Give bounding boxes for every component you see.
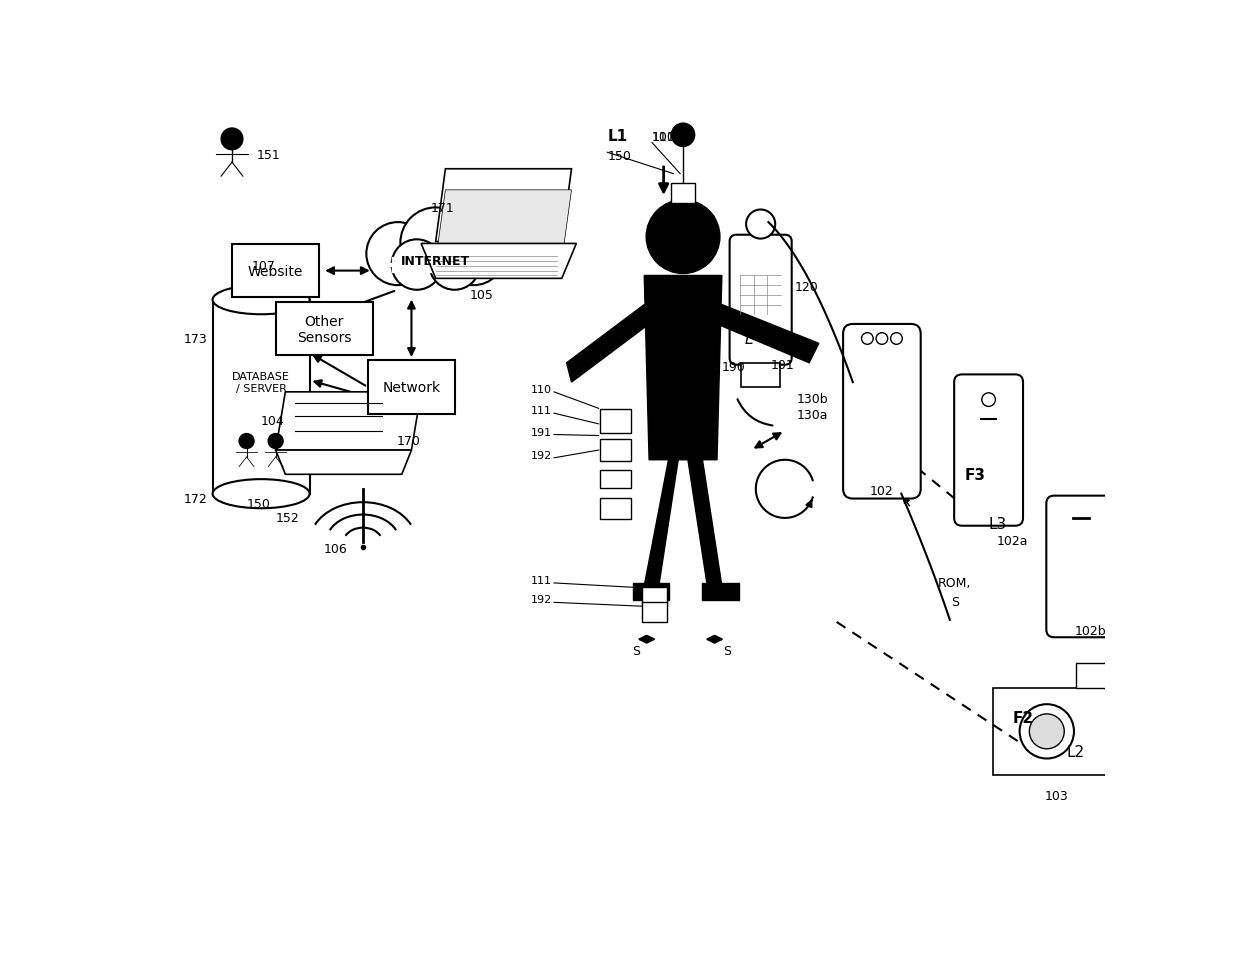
Polygon shape	[645, 276, 722, 460]
Circle shape	[268, 434, 283, 449]
FancyBboxPatch shape	[954, 375, 1023, 526]
Bar	[368, 361, 455, 415]
Text: 171: 171	[430, 202, 455, 215]
Bar	[232, 245, 320, 298]
Circle shape	[401, 208, 471, 279]
Circle shape	[890, 333, 903, 345]
Text: ROM,: ROM,	[937, 577, 971, 589]
Text: 192: 192	[531, 451, 552, 460]
Polygon shape	[567, 305, 649, 383]
FancyBboxPatch shape	[1047, 496, 1115, 638]
Ellipse shape	[212, 480, 310, 509]
Text: L1: L1	[608, 129, 627, 143]
Bar	[212, 300, 310, 494]
Text: S: S	[632, 644, 641, 657]
Bar	[600, 498, 631, 519]
Text: 101: 101	[770, 359, 794, 371]
Bar	[1110, 688, 1135, 775]
Text: S: S	[951, 596, 959, 609]
Circle shape	[671, 124, 694, 147]
Polygon shape	[275, 451, 412, 475]
Text: 152: 152	[275, 512, 299, 525]
Bar	[600, 440, 631, 461]
Circle shape	[982, 393, 996, 407]
Circle shape	[1029, 714, 1064, 749]
Text: 130a: 130a	[797, 409, 828, 422]
Bar	[1076, 664, 1115, 688]
Polygon shape	[435, 191, 572, 262]
Text: 100: 100	[652, 131, 676, 143]
Bar	[642, 587, 667, 607]
Text: 106: 106	[324, 543, 348, 556]
Text: Other
Sensors: Other Sensors	[296, 314, 351, 345]
Text: S: S	[723, 644, 730, 657]
Text: L2: L2	[1066, 744, 1084, 759]
Polygon shape	[688, 460, 722, 586]
Text: 103: 103	[1044, 790, 1069, 802]
Text: 130b: 130b	[797, 392, 828, 405]
Text: 102: 102	[870, 484, 894, 497]
Ellipse shape	[212, 286, 310, 315]
Circle shape	[646, 201, 720, 274]
Text: 191: 191	[531, 427, 552, 437]
Text: 102a: 102a	[997, 535, 1028, 547]
Text: 107: 107	[252, 260, 275, 273]
Polygon shape	[717, 305, 818, 363]
Text: 111: 111	[652, 131, 676, 143]
Circle shape	[877, 333, 888, 345]
Bar	[702, 583, 739, 601]
Circle shape	[366, 223, 429, 286]
Text: 160: 160	[684, 341, 708, 354]
Text: F2: F2	[1013, 710, 1034, 725]
FancyBboxPatch shape	[392, 258, 480, 272]
FancyBboxPatch shape	[843, 325, 920, 499]
Circle shape	[392, 240, 441, 291]
Text: L3: L3	[988, 516, 1007, 531]
Bar	[742, 363, 780, 388]
Bar	[275, 302, 373, 357]
Text: 105: 105	[470, 289, 494, 302]
Text: INTERNET: INTERNET	[401, 255, 470, 268]
Circle shape	[862, 333, 873, 345]
Text: 190: 190	[722, 360, 745, 373]
Circle shape	[221, 129, 243, 150]
Text: L: L	[745, 332, 753, 347]
Bar	[632, 583, 670, 601]
Circle shape	[441, 223, 505, 286]
Text: Network: Network	[382, 381, 440, 394]
Text: 170: 170	[397, 434, 420, 448]
Text: 111: 111	[531, 576, 552, 585]
Circle shape	[1019, 704, 1074, 759]
Polygon shape	[275, 392, 422, 451]
Text: 192: 192	[531, 595, 552, 605]
Text: 150: 150	[608, 150, 631, 163]
Circle shape	[429, 240, 480, 291]
Text: 104: 104	[262, 415, 285, 428]
Text: Website: Website	[248, 265, 304, 278]
Text: 150: 150	[247, 497, 270, 511]
Text: DATABASE
/ SERVER: DATABASE / SERVER	[232, 372, 290, 393]
Text: 111: 111	[531, 406, 552, 416]
Bar	[600, 409, 631, 434]
Bar	[642, 603, 667, 622]
Text: 173: 173	[184, 332, 207, 346]
Bar	[993, 688, 1120, 775]
Text: 130: 130	[693, 213, 717, 226]
Polygon shape	[645, 460, 678, 586]
Circle shape	[239, 434, 254, 449]
Text: 110: 110	[531, 385, 552, 394]
Text: 172: 172	[184, 492, 207, 506]
Text: 120: 120	[795, 281, 818, 294]
Polygon shape	[435, 170, 572, 242]
Polygon shape	[422, 244, 577, 279]
Bar	[671, 184, 694, 203]
FancyBboxPatch shape	[729, 235, 791, 365]
Circle shape	[746, 210, 775, 239]
Text: 151: 151	[257, 148, 280, 162]
Text: 102b: 102b	[1075, 625, 1106, 638]
Bar	[600, 471, 631, 488]
Text: F3: F3	[965, 468, 986, 483]
